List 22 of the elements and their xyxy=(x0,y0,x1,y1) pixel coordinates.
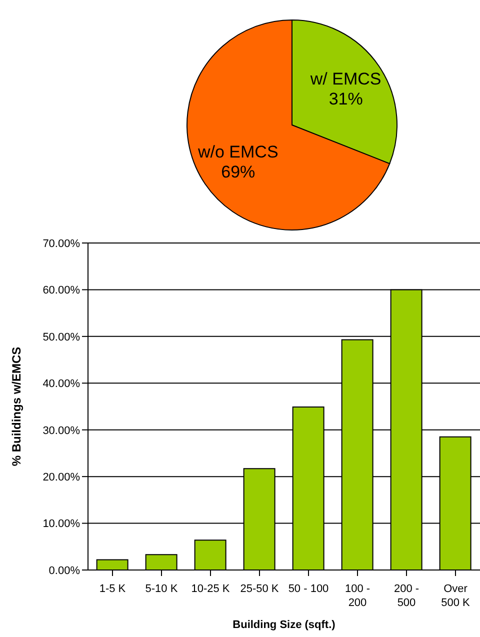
y-tick-label: 30.00% xyxy=(42,424,80,437)
y-tick-label: 70.00% xyxy=(42,238,80,250)
x-tick-label: 100 - 200 xyxy=(344,583,370,609)
slice-label: w/o EMCS xyxy=(197,142,278,162)
y-tick-label: 0.00% xyxy=(48,564,80,577)
x-tick-label: 1-5 K xyxy=(99,583,126,595)
y-tick-label: 10.00% xyxy=(42,518,80,530)
data-label: 31% xyxy=(328,89,363,108)
x-tick-label: 5-10 K xyxy=(145,583,178,595)
x-tick-label: Over 500 K xyxy=(441,583,471,609)
x-tick-label: 10-25 K xyxy=(191,583,230,595)
y-tick-label: 20.00% xyxy=(42,471,80,484)
y-tick-label: 60.00% xyxy=(42,284,80,297)
y-axis-title: % Buildings w/EMCS xyxy=(9,346,24,466)
y-tick-label: 50.00% xyxy=(42,331,80,344)
data-label: 69% xyxy=(221,162,256,182)
x-tick-label: 50 - 100 xyxy=(288,583,329,595)
x-tick-label: 200 - 500 xyxy=(394,583,420,609)
y-tick-label: 40.00% xyxy=(42,378,80,390)
x-tick-label: 25-50 K xyxy=(240,583,280,595)
x-axis-title: Building Size (sqft.) xyxy=(232,619,336,631)
slice-label: w/ EMCS xyxy=(309,69,382,88)
